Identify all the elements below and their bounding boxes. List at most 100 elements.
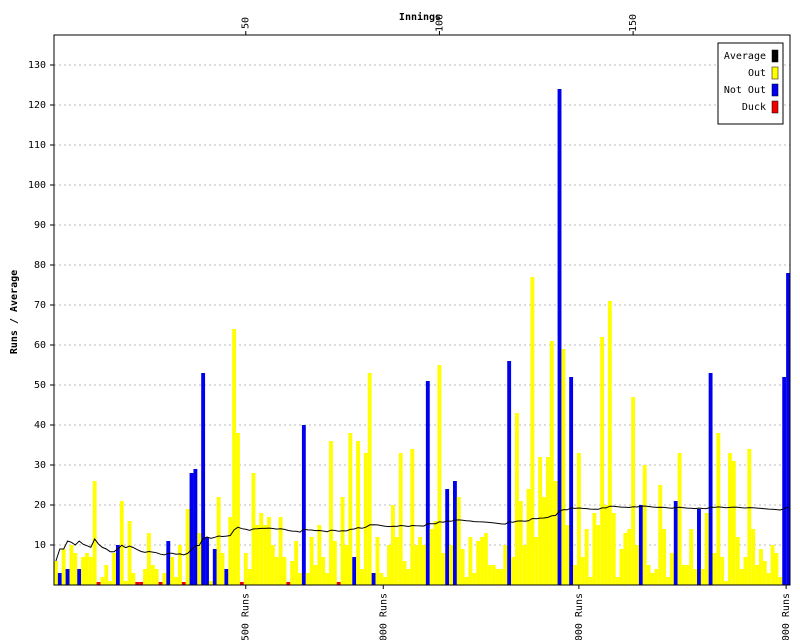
not-out-bar xyxy=(445,489,450,585)
out-bar xyxy=(472,573,477,585)
out-bar xyxy=(410,449,415,585)
out-bar xyxy=(724,581,729,585)
out-bar xyxy=(495,569,500,585)
not-out-bar xyxy=(193,469,198,585)
out-bar xyxy=(387,545,392,585)
out-bar xyxy=(332,541,337,585)
y-tick-label: 120 xyxy=(28,100,46,111)
out-bar xyxy=(356,441,361,585)
out-bar xyxy=(693,569,698,585)
out-bar xyxy=(518,501,523,585)
not-out-bar xyxy=(697,509,701,585)
out-bar xyxy=(367,373,372,585)
duck-bar xyxy=(135,582,140,585)
out-bar xyxy=(635,545,639,585)
out-bar xyxy=(545,457,550,585)
out-bar xyxy=(615,577,620,585)
out-bar xyxy=(174,577,178,585)
y-tick-label: 10 xyxy=(34,540,46,551)
out-bar xyxy=(270,545,275,585)
out-bar xyxy=(751,529,756,585)
out-bar xyxy=(119,501,124,585)
x-tick-label: 150 xyxy=(628,14,639,32)
out-bar xyxy=(146,533,151,585)
duck-bar xyxy=(181,582,186,585)
x2-tick-label: 500 Runs xyxy=(241,593,252,640)
out-bar xyxy=(360,569,364,585)
out-bar xyxy=(402,561,407,585)
out-bar xyxy=(766,573,771,585)
out-bar xyxy=(503,545,508,585)
y-tick-label: 90 xyxy=(34,220,46,231)
out-bar xyxy=(259,513,264,585)
not-out-bar xyxy=(371,573,376,585)
out-bar xyxy=(460,549,465,585)
out-bar xyxy=(243,553,248,585)
out-bar xyxy=(449,545,453,585)
out-bar xyxy=(704,513,709,585)
out-bar xyxy=(418,537,422,585)
out-bar xyxy=(150,565,155,585)
out-bar xyxy=(759,549,763,585)
not-out-bar xyxy=(425,381,430,585)
out-bar xyxy=(480,537,484,585)
out-bar xyxy=(487,565,492,585)
out-bar xyxy=(774,553,779,585)
out-bar xyxy=(728,453,732,585)
out-bar xyxy=(100,577,105,585)
legend-label: Out xyxy=(748,68,766,79)
out-bar xyxy=(170,557,175,585)
out-bar xyxy=(483,533,488,585)
duck-bar xyxy=(239,582,244,585)
y-tick-label: 50 xyxy=(34,380,46,391)
out-bar xyxy=(236,433,240,585)
out-bar xyxy=(584,529,589,585)
not-out-bar xyxy=(201,373,206,585)
out-bar xyxy=(406,569,411,585)
out-bar xyxy=(600,337,605,585)
duck-bar xyxy=(96,582,101,585)
out-bar xyxy=(747,449,752,585)
out-bar xyxy=(654,569,659,585)
out-bar xyxy=(716,433,721,585)
out-bar xyxy=(681,565,686,585)
not-out-bar xyxy=(189,473,194,585)
out-bar xyxy=(216,497,221,585)
out-bar xyxy=(604,505,608,585)
average-line xyxy=(55,505,789,562)
not-out-bar xyxy=(224,569,229,585)
out-bar xyxy=(511,557,515,585)
out-bar xyxy=(305,573,310,585)
out-bar xyxy=(561,349,566,585)
out-bar xyxy=(592,513,597,585)
out-bar xyxy=(631,397,636,585)
out-bar xyxy=(542,497,546,585)
out-bar xyxy=(499,569,504,585)
not-out-bar xyxy=(673,501,678,585)
out-bar xyxy=(73,553,78,585)
y-tick-label: 30 xyxy=(34,460,46,471)
out-bar xyxy=(54,561,58,585)
out-bar xyxy=(321,557,326,585)
out-bar xyxy=(468,537,473,585)
out-bar xyxy=(619,549,624,585)
x2-tick-label: 1000 Runs xyxy=(378,593,389,640)
out-bar xyxy=(363,453,368,585)
out-bar xyxy=(263,525,268,585)
out-bar xyxy=(317,525,322,585)
x-tick-label: 100 xyxy=(434,14,445,32)
y-axis-label: Runs / Average xyxy=(9,270,20,354)
out-bar xyxy=(340,497,345,585)
out-bar xyxy=(298,573,302,585)
chart-title: Innings xyxy=(399,11,441,23)
out-bar xyxy=(650,573,655,585)
out-bar xyxy=(143,569,147,585)
out-bar xyxy=(267,517,271,585)
out-bar xyxy=(391,505,395,585)
out-bar xyxy=(197,533,202,585)
out-bar xyxy=(731,461,736,585)
not-out-bar xyxy=(557,89,562,585)
x2-tick-label: 2000 Runs xyxy=(574,593,585,640)
out-bar xyxy=(88,557,93,585)
out-bar xyxy=(131,573,136,585)
